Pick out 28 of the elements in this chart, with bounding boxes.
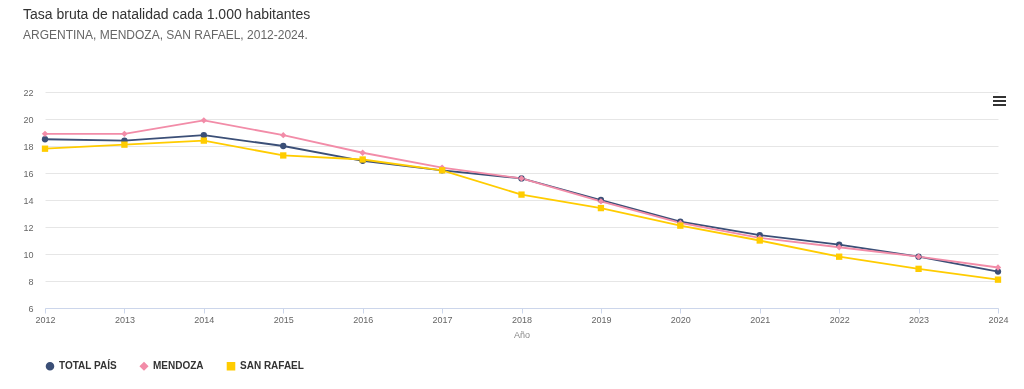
x-tick-label: 2014: [194, 314, 215, 325]
y-tick-label: 10: [23, 249, 34, 260]
y-tick-label: 14: [23, 195, 34, 206]
x-tick-label: 2017: [432, 314, 453, 325]
x-tick-label: 2022: [829, 314, 850, 325]
legend-label: MENDOZA: [153, 360, 204, 372]
y-tick-label: 12: [23, 222, 34, 233]
legend-label: TOTAL PAÍS: [59, 359, 117, 372]
x-tick-label: 2019: [591, 314, 612, 325]
chart-title: Tasa bruta de natalidad cada 1.000 habitantes: [22, 6, 311, 22]
x-tick-label: 2020: [670, 314, 691, 325]
chart-subtitle: ARGENTINA, MENDOZA, SAN RAFAEL, 2012-2024.: [22, 28, 308, 42]
x-tick-label: 2021: [750, 314, 771, 325]
y-tick-label: 16: [23, 168, 34, 179]
y-tick-label: 18: [23, 141, 34, 152]
legend-label: SAN RAFAEL: [240, 360, 304, 372]
x-tick-label: 2023: [909, 314, 930, 325]
y-tick-label: 8: [28, 276, 34, 287]
y-tick-label: 22: [23, 87, 34, 98]
x-tick-label: 2013: [114, 314, 135, 325]
x-axis-title: Año: [513, 329, 531, 340]
x-tick-label: 2018: [511, 314, 533, 325]
y-tick-label: 6: [28, 303, 34, 314]
x-tick-label: 2024: [988, 314, 1009, 325]
y-tick-label: 20: [23, 114, 34, 125]
x-tick-label: 2016: [353, 314, 374, 325]
x-tick-label: 2012: [35, 314, 56, 325]
x-tick-label: 2015: [273, 314, 294, 325]
